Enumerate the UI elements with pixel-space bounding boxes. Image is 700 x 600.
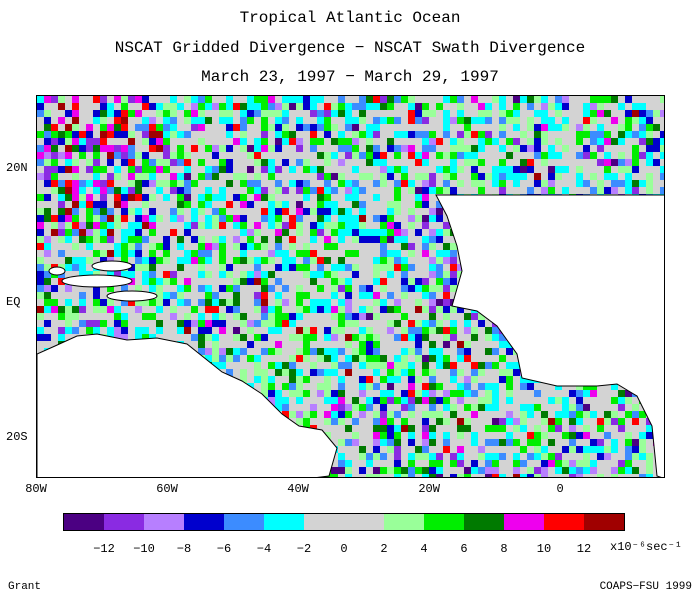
- lon-tick-label: 80W: [25, 482, 47, 496]
- island: [61, 274, 133, 288]
- colorbar-swatch: [304, 514, 344, 530]
- colorbar-swatch: [264, 514, 304, 530]
- landmass: [37, 333, 338, 477]
- lat-tick-label: 20N: [6, 160, 28, 175]
- landmass: [435, 194, 664, 477]
- colorbar-tick-label: 6: [460, 542, 468, 556]
- colorbar-tick-label: −4: [256, 542, 272, 556]
- lat-tick-label: EQ: [6, 295, 21, 310]
- colorbar-swatch: [64, 514, 104, 530]
- color-legend-bar: [63, 513, 625, 531]
- map-canvas: [37, 96, 664, 477]
- island: [91, 260, 133, 272]
- island: [106, 290, 158, 302]
- colorbar-tick-label: −2: [296, 542, 312, 556]
- colorbar-swatch: [424, 514, 464, 530]
- lon-tick-label: 20W: [418, 482, 440, 496]
- colorbar-tick-label: 8: [500, 542, 508, 556]
- colorbar-units: x10⁻⁶sec⁻¹: [610, 540, 683, 554]
- title-line-1: Tropical Atlantic Ocean: [239, 9, 461, 27]
- colorbar-tick-label: 12: [576, 542, 592, 556]
- colorbar-swatch: [104, 514, 144, 530]
- footer-author: Grant: [8, 581, 42, 593]
- colorbar-swatch: [144, 514, 184, 530]
- colorbar-swatch: [344, 514, 384, 530]
- footer-credit: COAPS−FSU 1999: [599, 581, 692, 593]
- colorbar-tick-label: 0: [340, 542, 348, 556]
- colorbar-swatch: [544, 514, 584, 530]
- lon-tick-label: 60W: [156, 482, 178, 496]
- colorbar-swatch: [464, 514, 504, 530]
- divergence-map: [36, 95, 665, 478]
- colorbar-tick-label: −10: [133, 542, 155, 556]
- title-line-2: NSCAT Gridded Divergence − NSCAT Swath D…: [114, 39, 586, 57]
- colorbar-swatch: [184, 514, 224, 530]
- colorbar-tick-label: 10: [536, 542, 552, 556]
- colorbar-swatch: [224, 514, 264, 530]
- title-line-3: March 23, 1997 − March 29, 1997: [201, 68, 499, 86]
- colorbar-tick-label: 2: [380, 542, 388, 556]
- lat-tick-label: 20S: [6, 429, 28, 444]
- colorbar-tick-label: −8: [176, 542, 192, 556]
- lon-tick-label: 40W: [287, 482, 309, 496]
- colorbar-tick-label: 4: [420, 542, 428, 556]
- colorbar-swatch: [584, 514, 624, 530]
- colorbar-swatch: [504, 514, 544, 530]
- lon-tick-label: 0: [556, 482, 564, 496]
- colorbar-tick-label: −12: [93, 542, 115, 556]
- colorbar-tick-label: −6: [216, 542, 232, 556]
- colorbar-swatch: [384, 514, 424, 530]
- island: [48, 266, 66, 276]
